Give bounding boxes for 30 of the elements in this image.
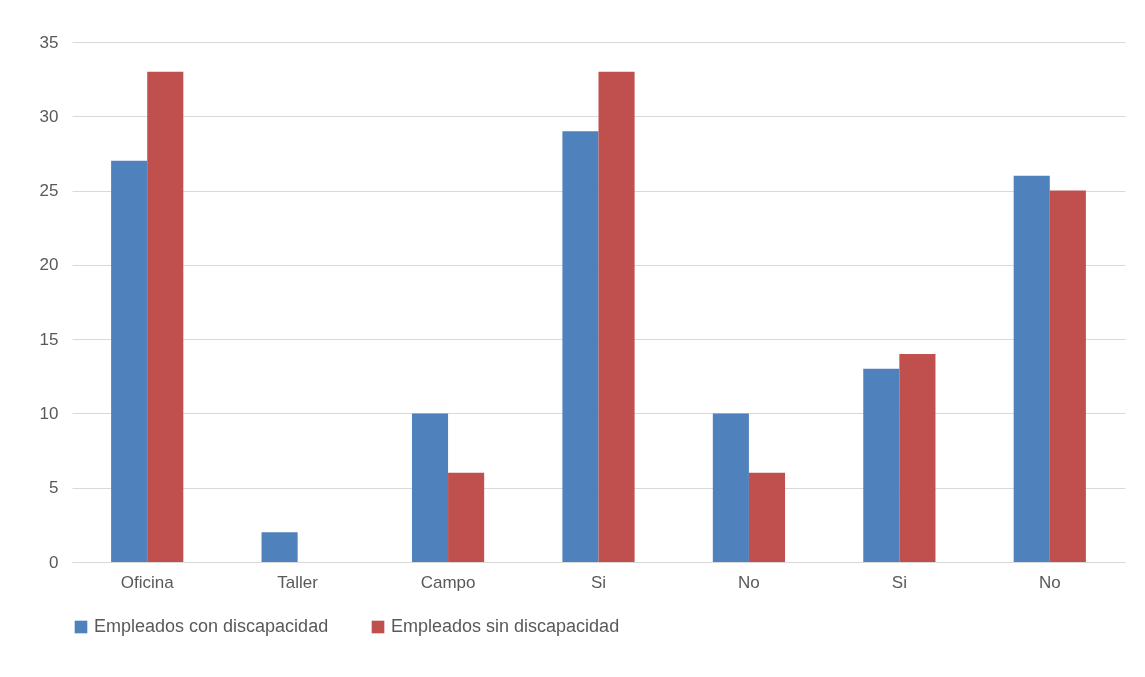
bar [411, 413, 449, 562]
y-tick-label: 20 [39, 255, 59, 275]
bar [147, 71, 184, 562]
bar [598, 71, 635, 562]
bar [863, 368, 900, 562]
bar [261, 532, 298, 562]
bar [562, 131, 599, 562]
bar [712, 413, 749, 562]
legend-label: Empleados sin discapacidad [391, 616, 620, 636]
bar [748, 472, 786, 562]
x-tick-label: No [738, 572, 760, 592]
legend-label: Empleados con discapacidad [94, 616, 329, 636]
x-tick-label: Oficina [120, 572, 175, 592]
x-tick-label: Campo [420, 572, 476, 592]
bar [1013, 175, 1050, 562]
bar [899, 354, 936, 562]
bar [1049, 190, 1086, 562]
y-tick-label: 5 [49, 478, 59, 498]
bar [111, 160, 148, 562]
x-tick-label: Si [891, 572, 907, 592]
y-tick-label: 35 [39, 32, 59, 52]
y-tick-label: 30 [39, 106, 59, 126]
y-tick-label: 10 [39, 403, 59, 423]
y-tick-label: 15 [39, 329, 59, 349]
bar [448, 472, 485, 562]
x-tick-label: No [1038, 572, 1061, 592]
y-tick-label: 25 [39, 181, 59, 201]
y-tick-label: 0 [49, 552, 59, 572]
x-tick-label: Si [590, 572, 607, 592]
x-tick-label: Taller [277, 572, 319, 592]
